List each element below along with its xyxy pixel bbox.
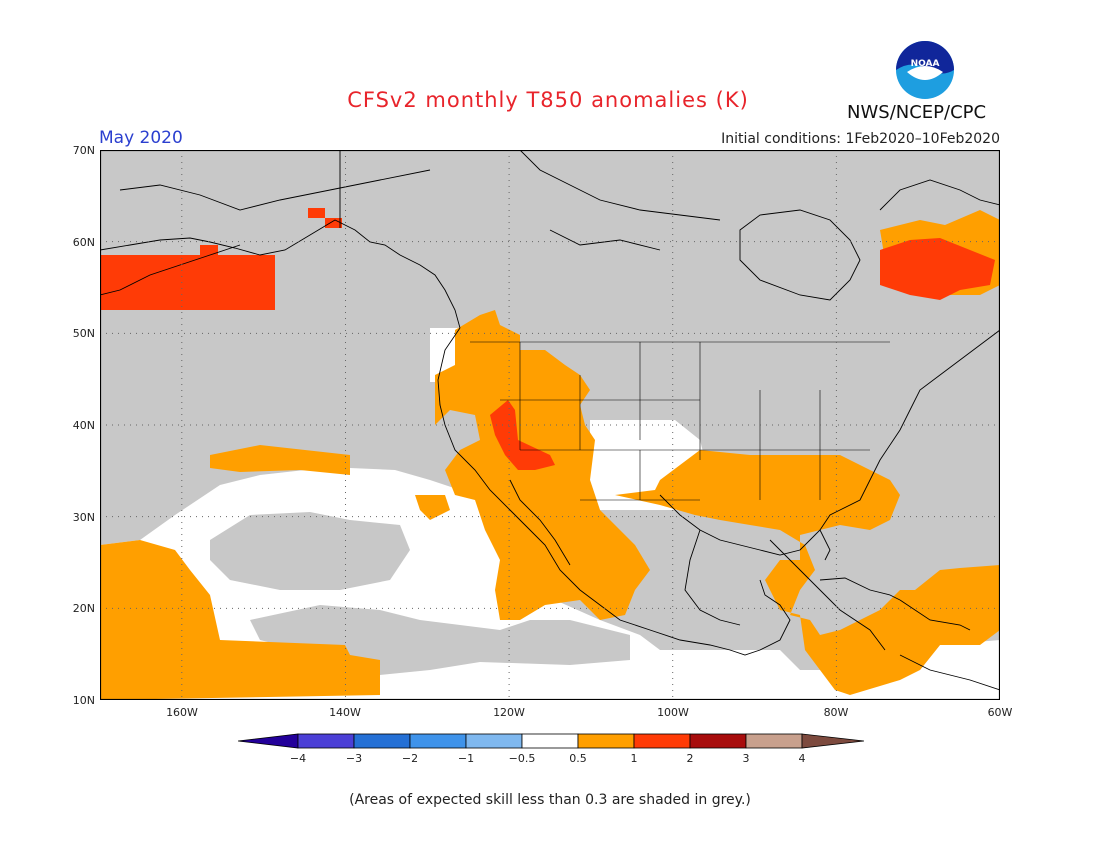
colorbar-label: 0.5 bbox=[569, 752, 587, 765]
coastlines bbox=[100, 150, 1000, 691]
colorbar-label: 4 bbox=[798, 752, 806, 765]
colorbar bbox=[238, 733, 864, 749]
colorbar-segment bbox=[238, 733, 299, 749]
colorbar-label: −1 bbox=[457, 752, 475, 765]
lon-label: 160W bbox=[166, 706, 198, 719]
colorbar-label: 3 bbox=[742, 752, 750, 765]
lon-label: 120W bbox=[493, 706, 525, 719]
lat-label: 70N bbox=[72, 144, 95, 157]
lon-label: 60W bbox=[987, 706, 1013, 719]
noaa-logo: NOAA bbox=[894, 39, 956, 101]
initial-conditions: Initial conditions: 1Feb2020–10Feb2020 bbox=[721, 131, 1000, 147]
map-title: CFSv2 monthly T850 anomalies (K) bbox=[347, 88, 749, 112]
strong-warm-anomaly-regions bbox=[100, 208, 995, 470]
graticule bbox=[100, 150, 1000, 700]
colorbar-segment bbox=[633, 733, 691, 749]
lat-label: 50N bbox=[72, 327, 95, 340]
map-frame bbox=[100, 150, 1000, 700]
lat-label: 20N bbox=[72, 602, 95, 615]
colorbar-segment bbox=[801, 733, 864, 749]
colorbar-segment bbox=[297, 733, 355, 749]
noaa-logo-text: NOAA bbox=[911, 59, 940, 69]
anomaly-map bbox=[100, 150, 1000, 700]
lon-label: 140W bbox=[329, 706, 361, 719]
lon-label: 80W bbox=[823, 706, 849, 719]
state-borders bbox=[470, 341, 890, 501]
colorbar-segment bbox=[521, 733, 579, 749]
skill-note: (Areas of expected skill less than 0.3 a… bbox=[349, 792, 751, 808]
colorbar-label: 1 bbox=[630, 752, 638, 765]
colorbar-segment bbox=[745, 733, 803, 749]
agency-label: NWS/NCEP/CPC bbox=[847, 102, 987, 123]
lat-label: 60N bbox=[72, 236, 95, 249]
colorbar-segment bbox=[465, 733, 523, 749]
lat-label: 30N bbox=[72, 511, 95, 524]
colorbar-label: −3 bbox=[345, 752, 363, 765]
colorbar-label: −0.5 bbox=[508, 752, 536, 765]
colorbar-label: 2 bbox=[686, 752, 694, 765]
lat-label: 40N bbox=[72, 419, 95, 432]
lat-label: 10N bbox=[72, 694, 95, 707]
colorbar-segment bbox=[353, 733, 411, 749]
lon-label: 100W bbox=[657, 706, 689, 719]
forecast-month: May 2020 bbox=[99, 128, 183, 148]
colorbar-segment bbox=[409, 733, 467, 749]
colorbar-label: −4 bbox=[289, 752, 307, 765]
colorbar-segment bbox=[577, 733, 635, 749]
colorbar-segment bbox=[689, 733, 747, 749]
colorbar-label: −2 bbox=[401, 752, 419, 765]
